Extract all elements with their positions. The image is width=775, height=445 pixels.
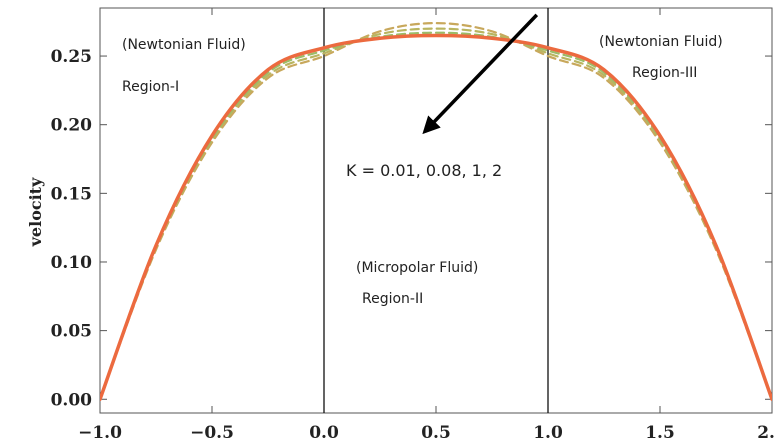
region2-name-label: Region-II — [362, 291, 423, 307]
region1-fluid-label: (Newtonian Fluid) — [122, 37, 246, 53]
k-arrow — [422, 13, 539, 135]
y-tick-label: 0.05 — [51, 322, 92, 342]
y-tick-labels: 0.00 0.05 0.10 0.15 0.20 0.25 — [51, 47, 93, 410]
region3-fluid-label: (Newtonian Fluid) — [599, 34, 723, 50]
x-tick-label: 1.0 — [533, 423, 563, 443]
region1-name-label: Region-I — [122, 79, 179, 95]
x-tick-labels: −1.0 −0.5 0.0 0.5 1.0 1.5 2.0 — [78, 423, 775, 443]
region2-fluid-label: (Micropolar Fluid) — [356, 260, 478, 276]
y-tick-label: 0.10 — [51, 253, 93, 273]
series-line-1 — [100, 21, 772, 401]
series-line-4 — [100, 33, 772, 402]
x-tick-label: −0.5 — [190, 423, 234, 443]
series-line-3 — [100, 31, 772, 401]
region3-name-label: Region-III — [632, 65, 697, 81]
series-line-2 — [100, 27, 772, 401]
y-tick-label: 0.00 — [51, 390, 93, 410]
y-axis-label: velocity — [26, 177, 45, 247]
x-tick-label: 0.0 — [309, 423, 339, 443]
x-tick-label: 1.5 — [645, 423, 675, 443]
x-tick-label: 2.0 — [757, 423, 775, 443]
x-tick-label: −1.0 — [78, 423, 122, 443]
y-tick-label: 0.20 — [51, 116, 93, 136]
y-tick-label: 0.25 — [51, 47, 92, 67]
y-tick-label: 0.15 — [51, 184, 92, 204]
k-values-label: K = 0.01, 0.08, 1, 2 — [346, 161, 502, 180]
series-lines — [100, 21, 772, 402]
region-boundaries — [323, 8, 549, 413]
x-tick-label: 0.5 — [421, 423, 451, 443]
